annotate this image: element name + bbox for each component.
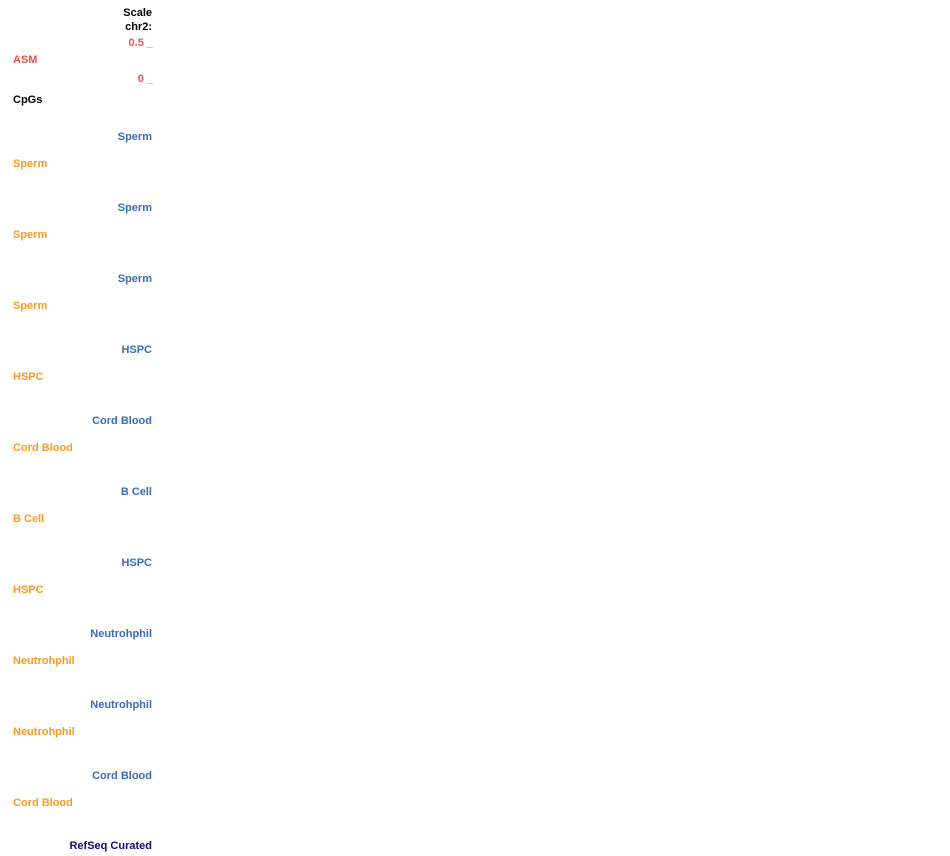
- track-label-left[interactable]: HSPC: [13, 584, 44, 596]
- track-label-right[interactable]: Sperm: [117, 202, 152, 214]
- track-label-right[interactable]: Cord Blood: [92, 770, 152, 782]
- track-label-left[interactable]: B Cell: [13, 513, 45, 525]
- position-label: chr2:: [125, 21, 152, 33]
- track-label-right[interactable]: HSPC: [121, 344, 152, 356]
- track-label-right[interactable]: Neutrohphil: [90, 699, 152, 711]
- track-label-left[interactable]: Cord Blood: [13, 797, 73, 809]
- track-label-left[interactable]: Neutrohphil: [13, 726, 75, 738]
- track-label-right[interactable]: Sperm: [117, 273, 152, 285]
- asm-track-label[interactable]: ASM: [13, 54, 38, 66]
- track-label-right[interactable]: Neutrohphil: [90, 628, 152, 640]
- track-label-left[interactable]: HSPC: [13, 371, 44, 383]
- track-label-right[interactable]: Sperm: [117, 131, 152, 143]
- asm-axis-max-label: 0.5 _: [128, 37, 153, 49]
- track-label-right[interactable]: B Cell: [120, 486, 152, 498]
- track-label-left[interactable]: Neutrohphil: [13, 655, 75, 667]
- track-label-right[interactable]: Cord Blood: [92, 415, 152, 427]
- track-label-left[interactable]: Sperm: [13, 229, 48, 241]
- refseq-track-label[interactable]: RefSeq Curated: [69, 840, 152, 852]
- track-label-right[interactable]: HSPC: [121, 557, 152, 569]
- track-label-left[interactable]: Sperm: [13, 300, 48, 312]
- cpgs-track-label[interactable]: CpGs: [13, 94, 43, 106]
- track-label-left[interactable]: Sperm: [13, 158, 48, 170]
- track-label-left[interactable]: Cord Blood: [13, 442, 73, 454]
- scale-label: Scale: [123, 7, 152, 19]
- asm-axis-min-label: 0 _: [137, 73, 153, 85]
